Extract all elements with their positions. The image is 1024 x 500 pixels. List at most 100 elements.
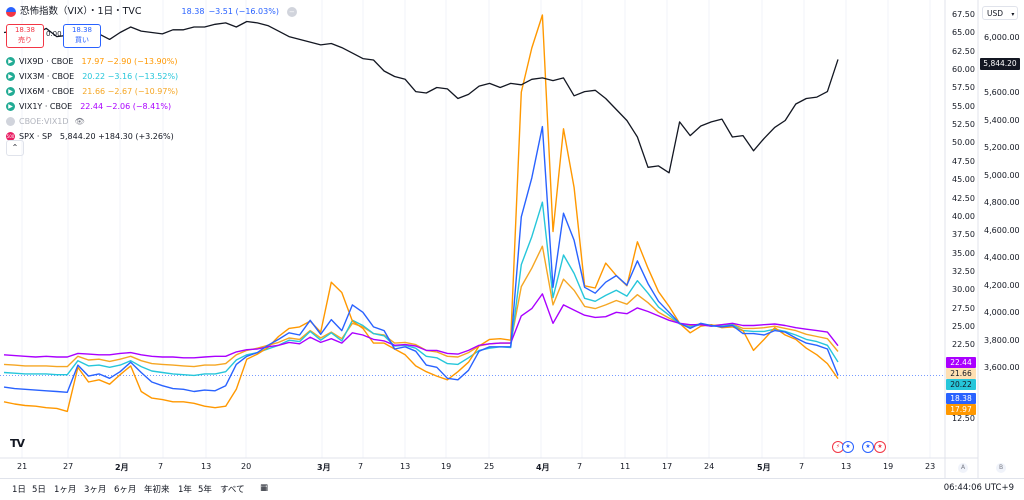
vix-axis-tick: 67.50: [952, 10, 975, 19]
tag-vix: 18.38: [946, 393, 976, 404]
sell-price: 18.38: [14, 26, 36, 34]
indicator-hidden-icon: [6, 117, 15, 126]
eye-icon[interactable]: 👁: [74, 117, 85, 126]
main-symbol-row[interactable]: 恐怖指数（VIX）・1日・TVC 18.38 −3.51 (−16.03%) −: [6, 4, 297, 19]
range-all[interactable]: すべて: [220, 485, 245, 495]
time-axis-tick: 2月: [115, 463, 129, 472]
tradingview-logo[interactable]: TV: [10, 437, 25, 450]
spx-axis-tick: 4,000.00: [984, 308, 1020, 317]
legend-row-vix9d[interactable]: ▶ VIX9D · CBOE 17.97 −2.90 (−13.90%): [6, 54, 297, 69]
vix-axis-tick: 37.50: [952, 230, 975, 240]
us-flag-event-icon[interactable]: ★: [842, 441, 854, 453]
series-line-vix9d[interactable]: [3, 14, 839, 413]
vix-axis-tick: 32.50: [952, 266, 975, 276]
vix-axis-tick: 22.50: [952, 340, 975, 350]
legend-value: 20.22 −3.16 (−13.52%): [82, 72, 179, 81]
time-axis-tick: 3月: [317, 463, 331, 472]
vix-axis-tick: 60.00: [952, 65, 975, 75]
vix-axis-tick: 25.00: [952, 321, 975, 331]
range-1d[interactable]: 1日: [12, 485, 26, 495]
flag-icon: [6, 6, 16, 17]
time-axis-tick: 4月: [536, 463, 550, 472]
range-1m[interactable]: 1ヶ月: [54, 485, 77, 495]
time-axis-tick: 13: [201, 462, 212, 471]
time-axis-tick: 27: [63, 462, 74, 471]
spx-axis-tick: 4,600.00: [984, 225, 1020, 235]
spx-axis-tick: 3,600.00: [984, 363, 1020, 372]
symbol-change: −3.51 (−16.03%): [208, 7, 279, 16]
series-line-spx[interactable]: [3, 20, 839, 174]
legend-value: 21.66 −2.67 (−10.97%): [82, 87, 179, 96]
legend-name: SPX · SP: [19, 132, 52, 141]
spx-axis-tick: 5,000.00: [984, 170, 1020, 180]
time-axis-tick: 19: [441, 462, 452, 471]
spx-axis-tick: 5,600.00: [984, 88, 1020, 97]
time-axis-tick: 24: [704, 462, 715, 471]
minimize-icon[interactable]: −: [286, 6, 297, 17]
time-axis-tick: 21: [17, 462, 28, 471]
legend-value: 5,844.20 +184.30 (+3.26%): [59, 132, 174, 141]
vix-axis-tick: 47.50: [952, 156, 975, 166]
spx-badge-icon: 500: [6, 132, 15, 141]
currency-select[interactable]: USD ▾: [982, 6, 1018, 20]
legend-name: VIX6M · CBOE: [19, 87, 75, 96]
range-1y[interactable]: 1年: [178, 485, 192, 495]
vix-axis-tick: 62.50: [952, 46, 975, 56]
vix-axis-tick: 57.50: [952, 83, 975, 93]
range-ytd[interactable]: 年初来: [144, 485, 170, 495]
legend-row-vix3m[interactable]: ▶ VIX3M · CBOE 20.22 −3.16 (−13.52%): [6, 69, 297, 84]
spx-axis-tick: 5,400.00: [984, 115, 1020, 125]
vix-axis-tick: 40.00: [952, 211, 975, 221]
us-flag-event-icon[interactable]: ★: [862, 441, 874, 453]
range-3m[interactable]: 3ヶ月: [84, 485, 107, 495]
vix-axis-tick: 27.50: [952, 303, 975, 313]
vix-axis-tick: 45.00: [952, 175, 975, 185]
time-axis-tick: 11: [620, 462, 631, 471]
legend-row-vix1d[interactable]: CBOE:VIX1D 👁: [6, 114, 297, 129]
vix-axis-tick: 52.50: [952, 120, 975, 130]
legend-name: VIX9D · CBOE: [19, 57, 74, 66]
time-axis-tick: 19: [883, 462, 894, 471]
legend-row-vix1y[interactable]: ▶ VIX1Y · CBOE 22.44 −2.06 (−8.41%): [6, 99, 297, 114]
calendar-icon[interactable]: ▦: [260, 483, 269, 493]
symbol-title: 恐怖指数（VIX）・1日・TVC: [20, 6, 142, 17]
axis-log-button[interactable]: B: [996, 463, 1006, 473]
us-flag-event-icon[interactable]: ★: [874, 441, 886, 453]
range-6m[interactable]: 6ヶ月: [114, 485, 137, 495]
sell-button[interactable]: 18.38 売り: [6, 24, 44, 48]
time-axis-tick: 7: [158, 462, 164, 471]
legend-name: CBOE:VIX1D: [19, 117, 69, 126]
spx-axis-tick: 4,400.00: [984, 253, 1020, 262]
spx-axis-tick: 3,800.00: [984, 335, 1020, 345]
vix-axis-tick: 42.50: [952, 193, 975, 203]
spx-axis-tick: 5,200.00: [984, 143, 1020, 152]
vix-axis-tick: 12.50: [952, 413, 975, 423]
spx-axis-tick: 4,800.00: [984, 198, 1020, 207]
legend-row-vix6m[interactable]: ▶ VIX6M · CBOE 21.66 −2.67 (−10.97%): [6, 84, 297, 99]
spx-axis-tick: 6,000.00: [984, 33, 1020, 42]
time-axis-tick: 5月: [757, 463, 771, 472]
clock[interactable]: 06:44:06 UTC+9: [943, 483, 1014, 493]
legend-row-spx[interactable]: 500 SPX · SP 5,844.20 +184.30 (+3.26%): [6, 129, 297, 144]
tag-vix9d: 17.97: [946, 404, 976, 415]
axis-auto-button[interactable]: A: [958, 463, 968, 473]
chevron-down-icon: ▾: [1011, 11, 1015, 18]
time-axis-tick: 7: [577, 462, 583, 471]
series-line-vix[interactable]: [3, 125, 839, 393]
vix-axis-tick: 35.00: [952, 248, 975, 258]
time-axis-tick: 13: [400, 462, 411, 471]
chevron-up-icon[interactable]: ⌃: [6, 140, 24, 156]
tag-vix6m: 21.66: [946, 368, 976, 379]
range-5d[interactable]: 5日: [32, 485, 46, 495]
tag-vix3m: 20.22: [946, 379, 976, 390]
legend-name: VIX3M · CBOE: [19, 72, 75, 81]
vix-axis-tick: 30.00: [952, 285, 975, 295]
symbol-last: 18.38: [181, 7, 205, 16]
series-line-vix3m[interactable]: [3, 201, 839, 377]
vix-axis-tick: 55.00: [952, 101, 975, 111]
tag-spx: 5,844.20: [980, 58, 1020, 70]
buy-button[interactable]: 18.38 買い: [63, 24, 101, 48]
indicator-play-icon: ▶: [6, 102, 15, 111]
range-5y[interactable]: 5年: [198, 485, 212, 495]
